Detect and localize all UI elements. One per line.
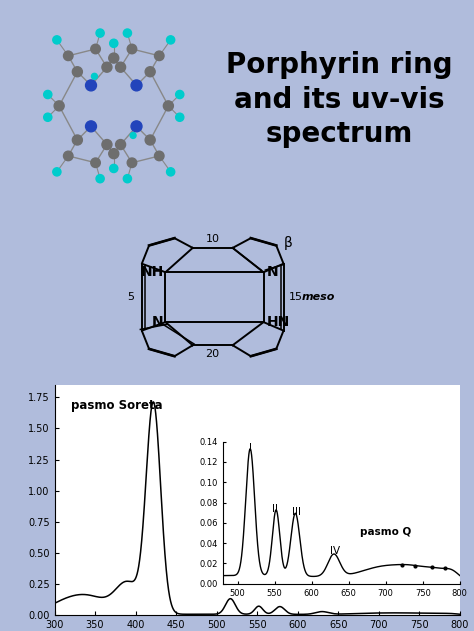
Circle shape [164,101,173,111]
Circle shape [166,36,175,44]
Circle shape [109,164,118,172]
Circle shape [64,151,73,161]
Circle shape [116,62,126,72]
Circle shape [102,139,112,150]
Circle shape [44,90,52,98]
Circle shape [145,67,155,77]
Circle shape [44,113,52,121]
Text: 5: 5 [128,292,135,302]
Circle shape [54,101,64,111]
Circle shape [96,29,104,37]
Circle shape [123,29,131,37]
Circle shape [109,39,118,47]
Circle shape [130,133,136,138]
Text: N: N [267,265,279,280]
Circle shape [127,44,137,54]
Circle shape [131,80,142,91]
Text: HN: HN [267,315,291,329]
Circle shape [116,139,126,150]
Text: β: β [283,236,292,250]
Circle shape [91,158,100,167]
Text: II: II [272,504,278,514]
Text: I: I [249,443,252,453]
Text: Porphyrin ring
and its uv-vis
spectrum: Porphyrin ring and its uv-vis spectrum [226,51,452,148]
Text: N: N [152,315,164,329]
Circle shape [73,135,82,145]
Text: 10: 10 [206,234,219,244]
Circle shape [85,80,97,91]
Text: IV: IV [330,546,340,557]
Circle shape [85,121,97,132]
Text: 20: 20 [206,349,220,359]
Circle shape [53,168,61,176]
Text: NH: NH [140,265,164,280]
Circle shape [96,175,104,183]
Circle shape [131,121,142,132]
Text: III: III [292,507,301,517]
Circle shape [155,51,164,61]
Circle shape [145,135,155,145]
Circle shape [102,62,112,72]
Circle shape [109,53,119,63]
Circle shape [91,44,100,54]
Circle shape [53,36,61,44]
Circle shape [155,151,164,161]
Circle shape [123,175,131,183]
Circle shape [127,158,137,167]
Text: pasmo Q: pasmo Q [360,527,411,537]
Circle shape [176,113,184,121]
Circle shape [64,51,73,61]
Circle shape [176,90,184,98]
Circle shape [91,73,97,80]
Circle shape [73,67,82,77]
Text: 15: 15 [289,292,303,302]
Circle shape [109,149,119,158]
Text: meso: meso [301,292,335,302]
Text: pasmo Soreta: pasmo Soreta [71,399,163,412]
Circle shape [166,168,175,176]
